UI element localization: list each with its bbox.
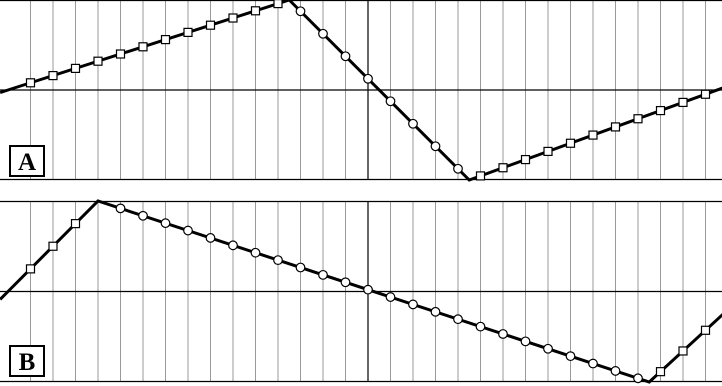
panel-label: A (18, 149, 36, 176)
square-marker (228, 13, 238, 23)
panel-label-box (9, 145, 45, 177)
panel-label-box (9, 345, 45, 377)
panel-b: B (0, 199, 722, 384)
circle-marker (633, 373, 643, 384)
square-marker (25, 264, 36, 274)
square-marker (498, 163, 508, 173)
panel-a: A (0, 0, 722, 182)
square-marker (48, 241, 58, 251)
square-marker (655, 105, 666, 116)
square-marker (70, 63, 81, 74)
panel-label: B (19, 349, 36, 376)
circle-marker (295, 262, 306, 273)
circle-marker (520, 336, 531, 347)
square-marker (48, 70, 58, 81)
square-marker (160, 34, 171, 45)
circle-marker (430, 306, 441, 317)
circle-marker (138, 210, 148, 221)
square-marker (678, 346, 688, 356)
circle-marker (295, 6, 306, 17)
circle-marker (340, 51, 351, 62)
square-marker (93, 56, 103, 66)
circle-marker (250, 247, 261, 258)
circle-marker (273, 255, 283, 266)
square-marker (678, 97, 688, 108)
circle-marker (475, 321, 486, 332)
square-marker (250, 6, 261, 16)
square-marker (520, 154, 531, 165)
circle-marker (363, 284, 373, 295)
circle-marker (453, 163, 463, 174)
circle-marker (385, 96, 396, 107)
circle-marker (543, 343, 553, 354)
circle-marker (183, 225, 193, 236)
square-marker (475, 171, 486, 181)
square-marker (610, 122, 621, 132)
circle-marker (340, 277, 351, 288)
waveform-trace (0, 0, 722, 182)
circle-marker (205, 233, 216, 243)
square-marker (700, 325, 711, 335)
circle-marker (318, 28, 328, 39)
square-marker (70, 219, 81, 229)
circle-marker (228, 240, 238, 251)
square-marker (273, 0, 283, 9)
circle-marker (408, 118, 418, 129)
circle-marker (430, 141, 441, 152)
circle-marker (160, 218, 171, 229)
circle-marker (318, 269, 328, 280)
circle-marker (610, 366, 621, 376)
circle-marker (115, 203, 126, 214)
square-marker (565, 138, 576, 148)
square-marker (588, 130, 598, 140)
circle-marker (453, 314, 463, 325)
square-marker (138, 42, 148, 52)
circle-marker (385, 292, 396, 302)
square-marker (633, 114, 643, 124)
square-marker (655, 367, 666, 377)
waveform-trace (0, 199, 722, 384)
square-marker (543, 146, 553, 157)
square-marker (25, 78, 36, 88)
square-marker (700, 89, 711, 99)
circle-marker (498, 329, 508, 339)
circle-marker (408, 299, 418, 310)
square-marker (183, 27, 193, 37)
square-marker (115, 49, 126, 59)
circle-marker (565, 351, 576, 362)
circle-marker (588, 358, 598, 369)
square-marker (205, 20, 216, 30)
circle-marker (363, 73, 373, 84)
